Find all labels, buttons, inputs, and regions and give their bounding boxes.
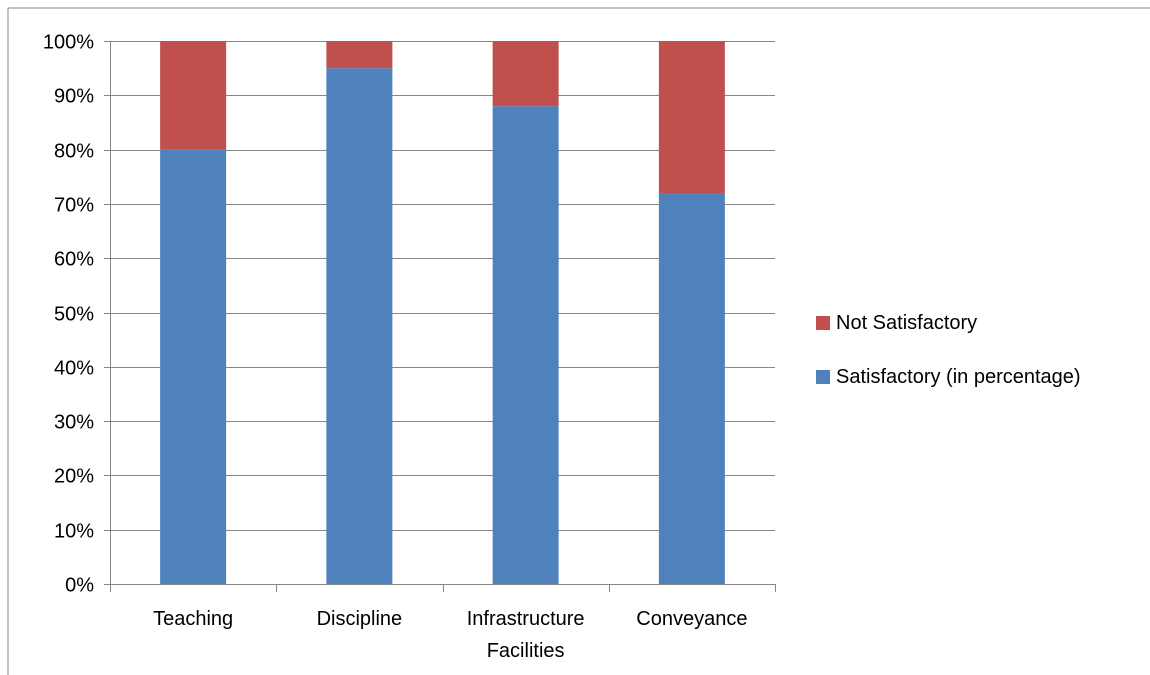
legend-item-not-satisfactory: Not Satisfactory — [816, 310, 1081, 336]
y-tick-label: 0% — [65, 575, 94, 597]
x-tick-label: Infrastructure Facilities — [467, 608, 585, 662]
legend-label-not-satisfactory: Not Satisfactory — [836, 311, 978, 334]
y-tick-label: 80% — [54, 141, 94, 163]
y-tick-label: 60% — [54, 249, 94, 271]
legend-label-satisfactory: Satisfactory (in percentage) — [836, 365, 1081, 388]
bar-not-satisfactory — [492, 41, 559, 107]
legend: Not Satisfactory Satisfactory (in percen… — [816, 310, 1081, 418]
y-tick-label: 50% — [54, 304, 94, 326]
y-tick-label: 100% — [43, 32, 94, 54]
y-tick-label: 40% — [54, 358, 94, 380]
x-tick-label: Conveyance — [636, 608, 747, 630]
y-tick-label: 10% — [54, 521, 94, 543]
bar-satisfactory — [492, 106, 559, 584]
bars — [160, 41, 725, 585]
axes — [7, 7, 1150, 675]
legend-swatch-satisfactory — [816, 370, 830, 384]
y-tick-labels: 0% 10% 20% 30% 40% 50% 60% 70% 80% 90% 100% — [43, 32, 94, 597]
y-tick-label: 90% — [54, 86, 94, 108]
bar-satisfactory — [160, 149, 227, 584]
x-tick-label: Teaching — [153, 608, 233, 630]
bar-satisfactory — [326, 68, 393, 584]
legend-item-satisfactory: Satisfactory (in percentage) — [816, 364, 1081, 390]
bar-satisfactory — [658, 193, 725, 585]
bar-not-satisfactory — [160, 41, 227, 150]
x-tick-labels: Teaching Discipline Infrastructure Faciliti… — [153, 608, 747, 662]
y-tick-label: 20% — [54, 466, 94, 488]
bar-not-satisfactory — [326, 41, 393, 69]
bar-not-satisfactory — [658, 41, 725, 194]
y-tick-label: 30% — [54, 412, 94, 434]
y-tick-label: 70% — [54, 195, 94, 217]
legend-swatch-not-satisfactory — [816, 316, 830, 330]
x-tick-label: Discipline — [317, 608, 403, 630]
